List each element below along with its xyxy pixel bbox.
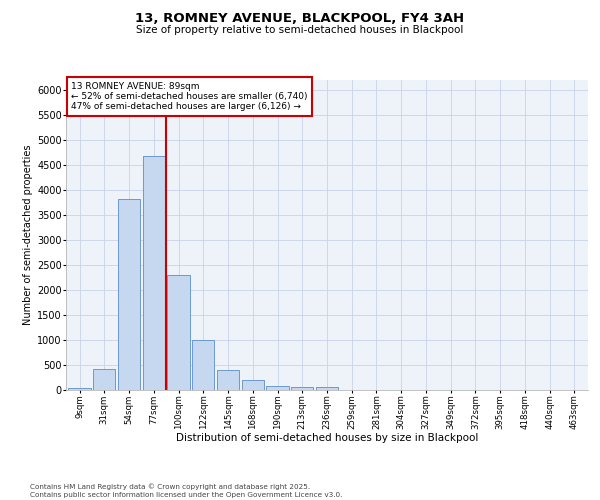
Bar <box>242 380 264 390</box>
Bar <box>118 199 140 390</box>
X-axis label: Distribution of semi-detached houses by size in Blackpool: Distribution of semi-detached houses by … <box>176 433 478 443</box>
Text: Contains HM Land Registry data © Crown copyright and database right 2025.
Contai: Contains HM Land Registry data © Crown c… <box>30 484 343 498</box>
Bar <box>316 387 338 390</box>
Bar <box>167 275 190 390</box>
Y-axis label: Number of semi-detached properties: Number of semi-detached properties <box>23 145 33 325</box>
Text: 13, ROMNEY AVENUE, BLACKPOOL, FY4 3AH: 13, ROMNEY AVENUE, BLACKPOOL, FY4 3AH <box>136 12 464 26</box>
Bar <box>217 370 239 390</box>
Bar <box>192 340 214 390</box>
Text: Size of property relative to semi-detached houses in Blackpool: Size of property relative to semi-detach… <box>136 25 464 35</box>
Bar <box>93 368 115 390</box>
Bar <box>266 386 289 390</box>
Bar <box>143 156 165 390</box>
Bar <box>291 387 313 390</box>
Bar <box>68 388 91 390</box>
Text: 13 ROMNEY AVENUE: 89sqm
← 52% of semi-detached houses are smaller (6,740)
47% of: 13 ROMNEY AVENUE: 89sqm ← 52% of semi-de… <box>71 82 308 112</box>
